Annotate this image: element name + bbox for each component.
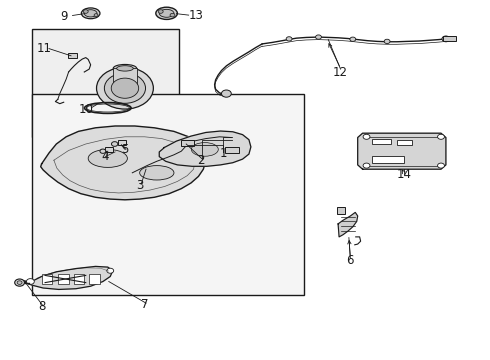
Text: 4: 4 [101,150,109,163]
Ellipse shape [159,9,174,17]
Ellipse shape [88,149,127,167]
Bar [32,29,179,137]
Text: 11: 11 [37,42,51,55]
Polygon shape [159,131,251,166]
Circle shape [104,73,146,103]
Ellipse shape [112,141,118,146]
Text: 8: 8 [38,300,46,313]
Bar [32,94,304,295]
Circle shape [17,281,22,284]
Text: 3: 3 [136,179,144,192]
Polygon shape [24,266,113,289]
Bar [89,274,100,284]
Circle shape [94,14,98,17]
Circle shape [158,10,163,13]
Circle shape [97,67,153,109]
Bar [58,274,69,284]
Bar [443,36,456,41]
Text: 10: 10 [78,103,93,116]
Polygon shape [41,126,206,200]
Text: 9: 9 [60,10,68,23]
Circle shape [221,90,231,97]
Ellipse shape [84,10,97,17]
Circle shape [350,37,356,41]
Ellipse shape [81,8,100,19]
Bar [105,147,113,152]
Circle shape [170,13,175,17]
Text: 2: 2 [197,154,205,167]
Circle shape [363,134,370,139]
Circle shape [363,163,370,168]
Circle shape [286,37,292,41]
Bar [113,68,137,87]
Circle shape [107,268,114,273]
Bar [225,147,239,153]
Text: 6: 6 [346,255,354,267]
Polygon shape [338,212,358,237]
Circle shape [384,39,390,44]
Text: 1: 1 [219,147,227,159]
Ellipse shape [140,166,174,180]
Bar [372,139,391,144]
Ellipse shape [100,149,106,153]
Bar [337,207,345,214]
Text: 7: 7 [141,298,148,311]
Ellipse shape [117,66,133,71]
Bar [68,53,77,58]
Bar [74,274,84,284]
Text: 5: 5 [121,143,129,156]
Bar [118,140,126,145]
Circle shape [316,35,321,39]
Text: 13: 13 [189,9,203,22]
Bar [372,156,404,163]
Circle shape [442,36,450,42]
Polygon shape [358,133,446,169]
Circle shape [111,78,139,98]
Bar [397,140,412,145]
Ellipse shape [113,64,137,72]
Ellipse shape [156,7,177,19]
Bar [42,274,52,284]
Circle shape [26,279,34,284]
Bar [181,140,194,146]
Text: 14: 14 [397,168,412,181]
Circle shape [15,279,24,286]
Text: 12: 12 [333,66,348,78]
Circle shape [438,134,444,139]
Circle shape [438,163,444,168]
Ellipse shape [191,143,219,156]
Circle shape [83,10,88,13]
